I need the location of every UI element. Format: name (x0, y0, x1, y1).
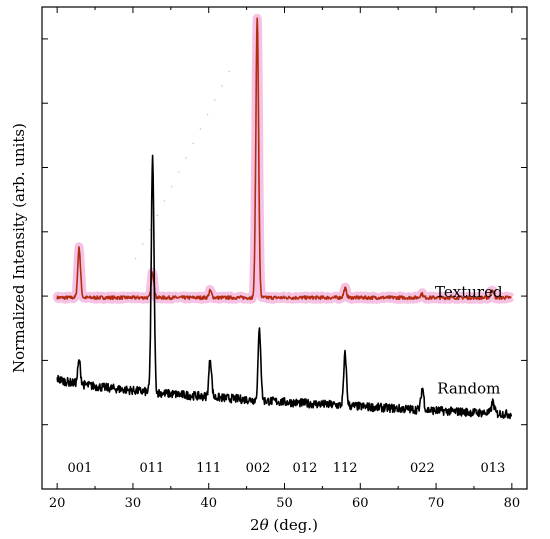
dotted-artifact (192, 142, 194, 144)
peak-index-label: 013 (480, 461, 505, 476)
dotted-artifact (171, 186, 173, 188)
plot-frame (41, 6, 528, 490)
dotted-artifact (142, 243, 144, 245)
peak-index-label: 002 (246, 461, 271, 476)
y-axis-title: Normalized Intensity (arb. units) (10, 123, 28, 373)
dotted-artifact (163, 200, 165, 202)
x-tick-label: 40 (200, 496, 217, 511)
dotted-artifact (228, 70, 230, 72)
dotted-artifact (207, 114, 209, 116)
chart-labels: 20 30 40 50 60 70 80 Textured Random 001 011 111 002… (49, 283, 520, 511)
series-band (52, 13, 516, 304)
dotted-artifact (156, 214, 158, 216)
dotted-artifact (185, 157, 187, 159)
x-tick-label: 60 (352, 496, 369, 511)
series-label: Textured (435, 283, 503, 301)
x-tick-label: 70 (428, 496, 445, 511)
series-label: Random (437, 379, 500, 397)
dotted-artifact (199, 128, 201, 130)
plot-area (52, 13, 516, 420)
dotted-artifact (149, 229, 151, 231)
dotted-artifact (178, 171, 180, 173)
peak-index-label: 001 (67, 461, 92, 476)
dotted-artifact (221, 85, 223, 87)
dotted-artifact (135, 258, 137, 260)
x-tick-label: 50 (276, 496, 293, 511)
random-series-line (56, 154, 513, 420)
peak-index-label: 112 (333, 461, 358, 476)
textured-series-line (56, 17, 512, 301)
x-axis-title: 2θ (deg.) (250, 516, 318, 534)
axis-ticks (42, 7, 527, 489)
peak-index-label: 022 (410, 461, 435, 476)
peak-index-label: 011 (139, 461, 164, 476)
peak-index-label: 012 (293, 461, 318, 476)
x-tick-label: 30 (125, 496, 142, 511)
dotted-artifact (214, 99, 216, 101)
x-tick-label: 80 (504, 496, 521, 511)
x-tick-label: 20 (49, 496, 66, 511)
peak-index-label: 111 (196, 461, 221, 476)
